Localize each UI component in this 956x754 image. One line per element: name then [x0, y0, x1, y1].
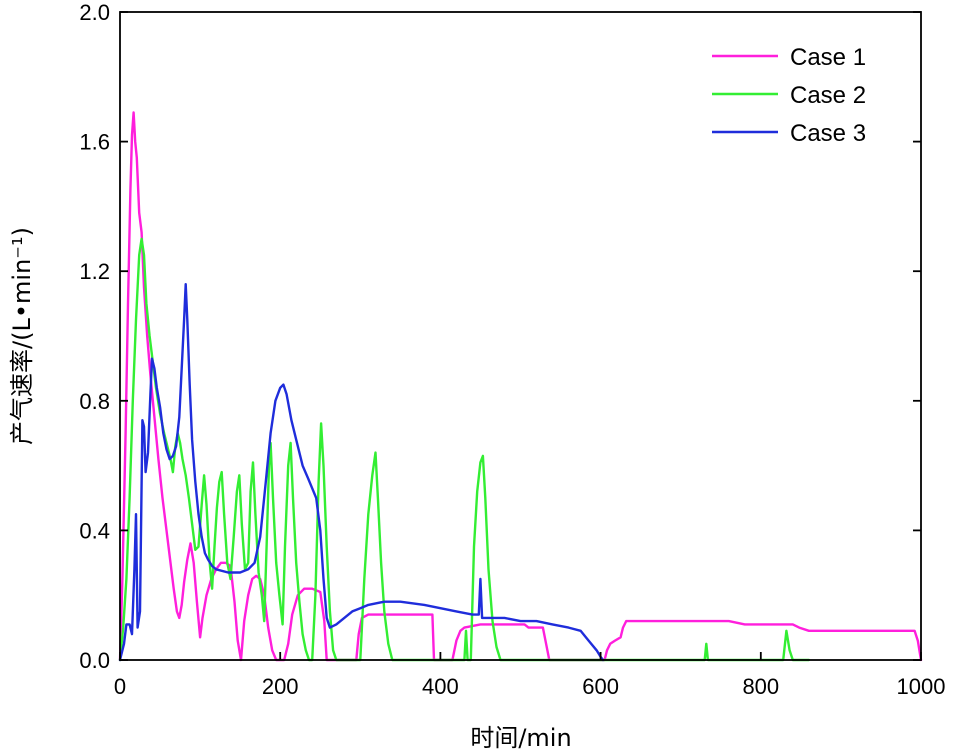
y-tick-label: 1.2 [79, 259, 110, 284]
series-line-2 [118, 237, 811, 662]
y-tick-label: 1.6 [79, 130, 110, 155]
legend-label-2: Case 2 [790, 82, 866, 109]
x-tick-label: 400 [422, 674, 459, 699]
x-tick-label: 0 [114, 674, 126, 699]
y-tick-label: 0.8 [79, 389, 110, 414]
x-tick-label: 600 [582, 674, 619, 699]
series-layer [118, 111, 923, 662]
series-line-3 [118, 283, 605, 662]
y-tick-label: 2.0 [79, 0, 110, 25]
x-axis-title: 时间/min [470, 724, 571, 752]
y-tick-label: 0.4 [79, 518, 110, 543]
legend-label-3: Case 3 [790, 120, 866, 147]
plot-frame [119, 11, 922, 661]
tick-layer: 0 200 400 600 800 1000 0.0 0.4 0.8 1.2 1.6 2.0 [79, 0, 945, 699]
x-tick-label: 200 [262, 674, 299, 699]
series-line-1 [118, 111, 923, 662]
x-tick-label: 800 [742, 674, 779, 699]
legend: Case 1 Case 2 Case 3 [712, 44, 866, 147]
y-tick-label: 0.0 [79, 648, 110, 673]
legend-label-1: Case 1 [790, 44, 866, 71]
y-axis-title: 产气速率/(L•min⁻¹) [8, 227, 36, 445]
x-tick-label: 1000 [897, 674, 946, 699]
